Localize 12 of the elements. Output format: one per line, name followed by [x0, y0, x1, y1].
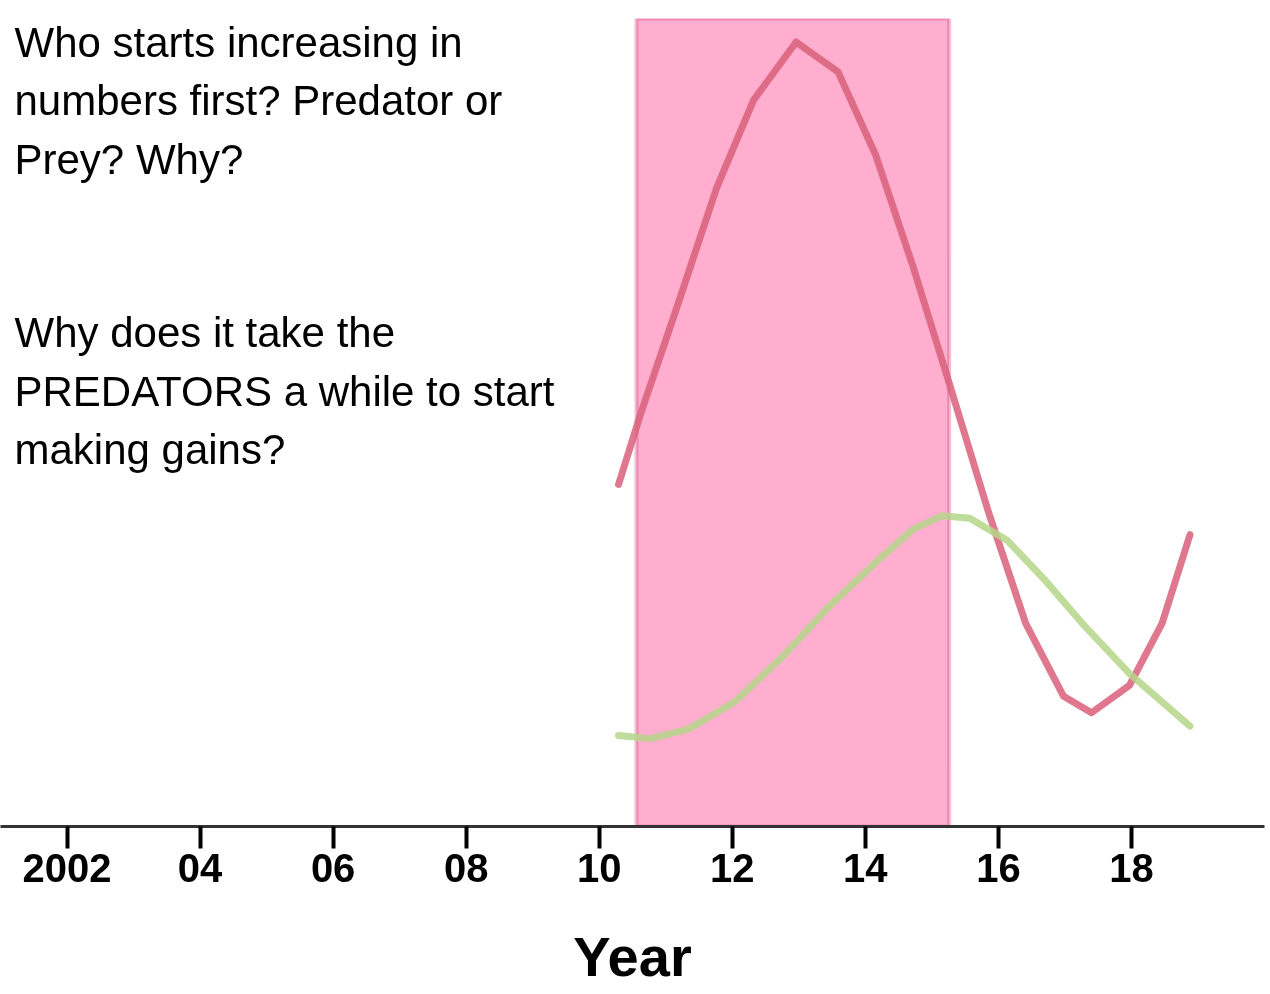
annotation: Why does it take the PREDATORS a while to start making gains?	[14, 308, 555, 474]
x-tick-label: 16	[976, 845, 1021, 890]
x-axis-title: Year	[573, 924, 692, 988]
x-tick-label: 18	[1109, 845, 1154, 890]
x-tick-label: 14	[843, 845, 889, 890]
annotation: Who starts increasing in numbers first? Predator or Prey? Why?	[14, 18, 503, 183]
x-tick-label: 04	[177, 845, 224, 890]
x-tick-label: 10	[576, 845, 622, 890]
x-tick-label: 08	[443, 845, 489, 890]
x-tick-label: 12	[710, 845, 755, 890]
x-tick-label: 2002	[22, 845, 112, 890]
x-tick-label: 06	[310, 845, 356, 890]
